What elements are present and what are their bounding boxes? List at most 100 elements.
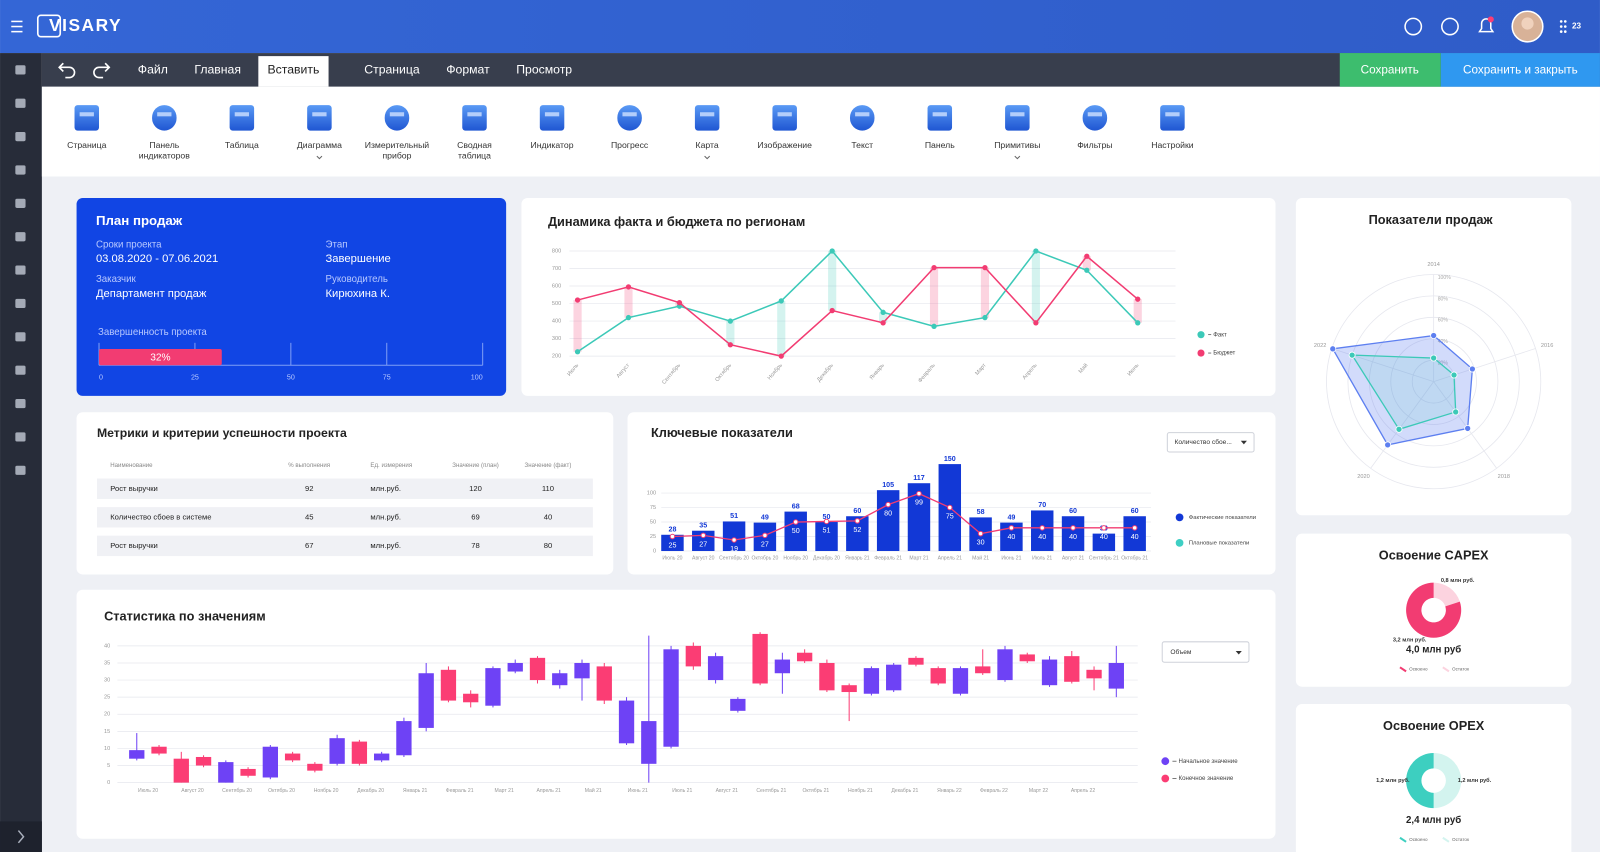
toolbar-icon <box>1160 105 1185 131</box>
bar-value-label: 60 <box>1069 507 1077 515</box>
save-button[interactable] <box>1339 53 1441 87</box>
toolbar-item[interactable] <box>1160 105 1185 131</box>
plan-point <box>700 532 707 539</box>
apps-icon[interactable] <box>1559 20 1567 33</box>
sidebar-icon[interactable] <box>15 465 26 475</box>
toolbar-item[interactable] <box>462 105 487 131</box>
sidebar-icon[interactable] <box>15 65 26 75</box>
toolbar-item[interactable] <box>74 105 100 131</box>
toolbar-item[interactable] <box>617 105 642 131</box>
toolbar-icon <box>927 105 953 131</box>
y-tick-label: 40 <box>104 643 110 649</box>
series-point <box>727 318 733 324</box>
progress-tick-label: 0 <box>99 373 103 381</box>
x-tick-label: Ноябрь 20 <box>314 788 339 794</box>
series-point <box>1084 267 1090 273</box>
x-tick-label: Сентябрь 21 <box>1089 555 1119 561</box>
menu-tab[interactable]: Просмотр <box>516 63 572 77</box>
toolbar-item[interactable] <box>849 105 875 131</box>
x-tick-label: Август 20 <box>181 788 204 794</box>
sidebar-icon[interactable] <box>15 398 26 409</box>
toolbar-item[interactable] <box>772 105 797 131</box>
sidebar-icon[interactable] <box>15 332 26 342</box>
legend-swatch <box>1442 836 1450 843</box>
candle-body <box>329 738 345 764</box>
search-icon[interactable] <box>1404 17 1423 36</box>
bar-value-label: 117 <box>913 474 925 482</box>
difference-band <box>573 300 582 352</box>
card-title: Метрики и критерии успешности проекта <box>97 426 347 440</box>
sidebar-icon[interactable] <box>15 265 26 275</box>
toolbar-item[interactable] <box>539 105 565 131</box>
dropdown[interactable] <box>1161 641 1250 663</box>
sidebar-icon[interactable] <box>15 365 26 375</box>
sidebar-icon[interactable] <box>15 432 26 442</box>
value-label: 1,2 млн руб. <box>1376 777 1410 784</box>
toolbar-label: Изображение <box>757 140 812 150</box>
dropdown-caret <box>1014 155 1021 160</box>
candle-body <box>952 668 969 694</box>
table-cell: 78 <box>471 541 479 550</box>
toolbar-item[interactable] <box>694 105 720 160</box>
legend-swatch <box>1399 836 1407 843</box>
menu-button[interactable] <box>11 20 23 33</box>
chart-title: Показатели продаж <box>1369 212 1494 227</box>
toolbar-icon-detail <box>544 112 560 117</box>
series-point <box>982 264 988 271</box>
menu-tab[interactable]: Вставить <box>268 63 320 77</box>
sidebar-icon[interactable] <box>15 98 26 108</box>
menu-tab[interactable]: Формат <box>446 63 490 77</box>
bar-value-label: 28 <box>668 526 676 534</box>
legend-swatch <box>1175 513 1184 522</box>
bar-value-label: 58 <box>977 508 985 516</box>
chat-icon[interactable] <box>1441 17 1459 36</box>
sidebar-icon[interactable] <box>15 298 26 309</box>
toolbar-item[interactable] <box>229 105 255 131</box>
plan-point <box>1008 525 1015 531</box>
x-tick-label: Июль 21 <box>672 788 692 794</box>
table-cell: млн.руб. <box>370 484 401 493</box>
x-tick-label: Апрель 22 <box>1071 788 1096 794</box>
toolbar-icon-detail <box>1087 112 1103 117</box>
card-title: План продаж <box>96 213 183 228</box>
sidebar-icon[interactable] <box>15 165 26 175</box>
bell-icon[interactable] <box>1478 18 1495 33</box>
undo[interactable] <box>58 62 76 79</box>
toolbar-icon <box>307 105 332 131</box>
candle-body <box>307 763 323 771</box>
save-close-button[interactable] <box>1440 53 1600 87</box>
radar-point <box>1450 371 1458 379</box>
toolbar-item[interactable] <box>307 105 332 160</box>
candle-body <box>796 652 813 662</box>
sidebar-icon[interactable] <box>15 132 26 142</box>
toolbar-icon-detail <box>932 112 947 117</box>
plan-point <box>823 518 830 525</box>
redo[interactable] <box>93 62 111 79</box>
menu-tab[interactable]: Страница <box>364 63 420 77</box>
value-label: 1,2 млн руб. <box>1458 777 1492 784</box>
capex-card <box>1295 533 1572 687</box>
sidebar-icon[interactable] <box>15 198 26 208</box>
radar-tick-label: 80% <box>1438 296 1449 302</box>
menu-tab[interactable]: Файл <box>138 63 168 77</box>
toolbar-item[interactable] <box>1082 105 1108 131</box>
toolbar-item[interactable] <box>152 105 177 131</box>
sidebar-toggle[interactable] <box>0 821 42 852</box>
toolbar-item[interactable] <box>1005 105 1030 160</box>
menu-tab[interactable]: Главная <box>194 63 241 77</box>
bar <box>661 534 684 551</box>
dropdown-label: Объем <box>1170 648 1192 656</box>
toolbar-item[interactable] <box>384 105 410 131</box>
toolbar-icon <box>539 105 565 131</box>
difference-band <box>980 267 990 318</box>
toolbar-icon-detail <box>312 112 327 117</box>
candle-body <box>218 762 234 783</box>
dropdown[interactable] <box>1166 432 1255 453</box>
toolbar-label: Примитивы <box>994 140 1040 150</box>
toolbar-item[interactable] <box>927 105 953 131</box>
table-cell: млн.руб. <box>370 541 401 550</box>
x-tick-label: Сентябрь 20 <box>222 788 252 794</box>
bar <box>1000 522 1023 551</box>
sidebar-icon[interactable] <box>15 232 26 242</box>
